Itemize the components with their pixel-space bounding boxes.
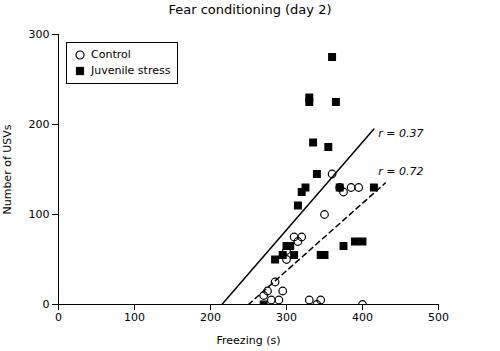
svg-text:0: 0 — [43, 298, 50, 311]
svg-text:200: 200 — [200, 311, 221, 324]
html-text:Control: Control — [91, 48, 131, 61]
svg-text:500: 500 — [428, 311, 449, 324]
svg-text:300: 300 — [29, 28, 50, 41]
svg-text:0: 0 — [55, 311, 62, 324]
svg-text:100: 100 — [29, 208, 50, 221]
svg-text:200: 200 — [29, 118, 50, 131]
svg-text:100: 100 — [124, 311, 145, 324]
svg-text:r = 0.37: r = 0.37 — [378, 127, 423, 140]
svg-text:300: 300 — [276, 311, 297, 324]
html-text:Fear conditioning (day 2): Fear conditioning (day 2) — [168, 2, 332, 17]
svg-text:400: 400 — [352, 311, 373, 324]
svg-text:r = 0.72: r = 0.72 — [378, 165, 423, 178]
svg-text:Number of USVs: Number of USVs — [1, 124, 14, 214]
html-text:Juvenile stress: Juvenile stress — [91, 64, 171, 77]
svg-text:Freezing (s): Freezing (s) — [217, 334, 281, 347]
